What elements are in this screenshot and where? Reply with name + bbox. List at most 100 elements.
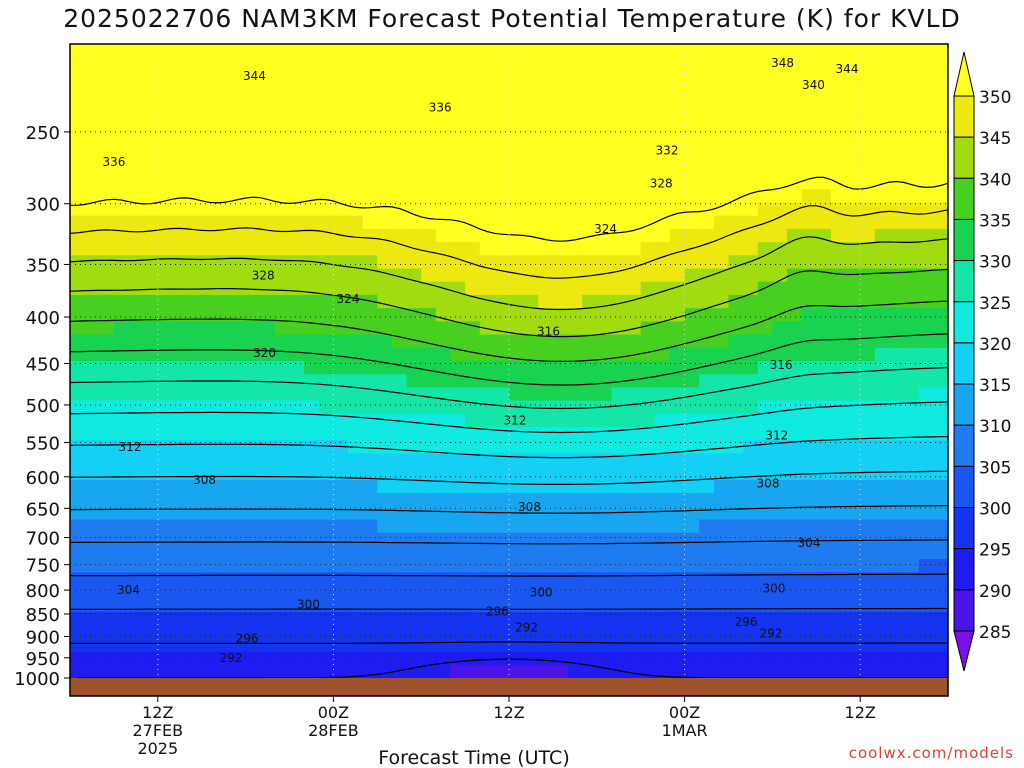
heatmap-cell [113,374,130,389]
heatmap-cell [333,532,349,547]
heatmap-cell [289,374,305,389]
heatmap-cell [274,479,291,494]
heatmap-cell [933,545,949,560]
heatmap-cell [523,598,539,613]
heatmap-cell [860,585,876,600]
heatmap-cell [406,228,422,243]
heatmap-cell [230,361,247,375]
heatmap-cell [816,334,832,349]
heatmap-cell [874,585,891,600]
heatmap-cell [933,585,949,600]
heatmap-cell [669,44,686,58]
heatmap-cell [274,162,291,177]
heatmap-cell [538,625,554,639]
heatmap-cell [684,268,700,283]
heatmap-cell [84,96,100,111]
heatmap-cell [113,281,130,296]
heatmap-cell [757,545,773,560]
heatmap-cell [465,149,481,164]
heatmap-cell [245,334,261,349]
heatmap-cell [772,638,788,653]
heatmap-cell [684,294,700,309]
heatmap-cell [918,413,934,428]
heatmap-cell [201,625,217,639]
heatmap-cell [655,572,671,587]
heatmap-cell [567,440,583,455]
heatmap-cell [860,387,876,402]
heatmap-cell [874,255,891,270]
heatmap-cell [157,598,174,613]
heatmap-cell [70,347,86,362]
heatmap-cell [523,162,539,177]
heatmap-cell [801,361,817,375]
contour-label: 344 [243,69,266,83]
heatmap-cell [523,532,539,547]
heatmap-cell [143,413,159,428]
heatmap-cell [304,440,320,455]
heatmap-cell [567,651,583,666]
heatmap-cell [70,493,86,507]
contour-label: 308 [193,473,216,487]
heatmap-cell [260,479,276,494]
heatmap-cell [377,281,393,296]
heatmap-cell [757,294,773,309]
heatmap-cell [377,625,393,639]
heatmap-cell [904,400,920,415]
heatmap-cell [143,585,159,600]
heatmap-cell [874,321,891,336]
heatmap-cell [552,176,569,190]
heatmap-cell [99,427,115,441]
heatmap-cell [377,334,393,349]
heatmap-cell [684,413,700,428]
heatmap-cell [596,572,613,587]
heatmap-cell [406,281,422,296]
heatmap-cell [772,70,788,85]
heatmap-cell [728,479,744,494]
heatmap-cell [509,532,525,547]
heatmap-cell [362,242,378,256]
heatmap-cell [845,70,861,85]
heatmap-cell [552,400,569,415]
heatmap-cell [640,334,656,349]
heatmap-cell [377,387,393,402]
heatmap-cell [274,506,291,521]
heatmap-cell [596,123,613,138]
heatmap-cell [582,572,598,587]
heatmap-cell [348,559,364,573]
heatmap-cell [933,625,949,639]
heatmap-cell [435,598,452,613]
heatmap-cell [465,136,481,151]
heatmap-cell [70,361,86,375]
heatmap-cell [260,334,276,349]
heatmap-cell [348,70,364,85]
heatmap-cell [391,664,408,679]
heatmap-cell [845,57,861,72]
heatmap-cell [830,611,847,626]
heatmap-cell [348,361,364,375]
heatmap-cell [567,321,583,336]
heatmap-cell [567,136,583,151]
heatmap-cell [172,57,188,72]
heatmap-cell [669,585,686,600]
contour-label: 292 [515,621,538,635]
heatmap-cell [304,493,320,507]
heatmap-cell [289,400,305,415]
heatmap-cell [274,281,291,296]
heatmap-cell [479,268,495,283]
contour-line [69,333,949,386]
heatmap-cell [143,453,159,468]
heatmap-cell [435,83,452,98]
heatmap-cell [201,308,217,322]
heatmap-cell [918,387,934,402]
heatmap-cell [757,506,773,521]
heatmap-cell [567,545,583,560]
heatmap-cell [582,374,598,389]
heatmap-cell [245,215,261,230]
heatmap-cell [596,321,613,336]
heatmap-cell [509,361,525,375]
heatmap-cell [596,453,613,468]
heatmap-cell [552,215,569,230]
heatmap-cell [245,110,261,124]
heatmap-cell [245,83,261,98]
heatmap-cell [640,123,656,138]
